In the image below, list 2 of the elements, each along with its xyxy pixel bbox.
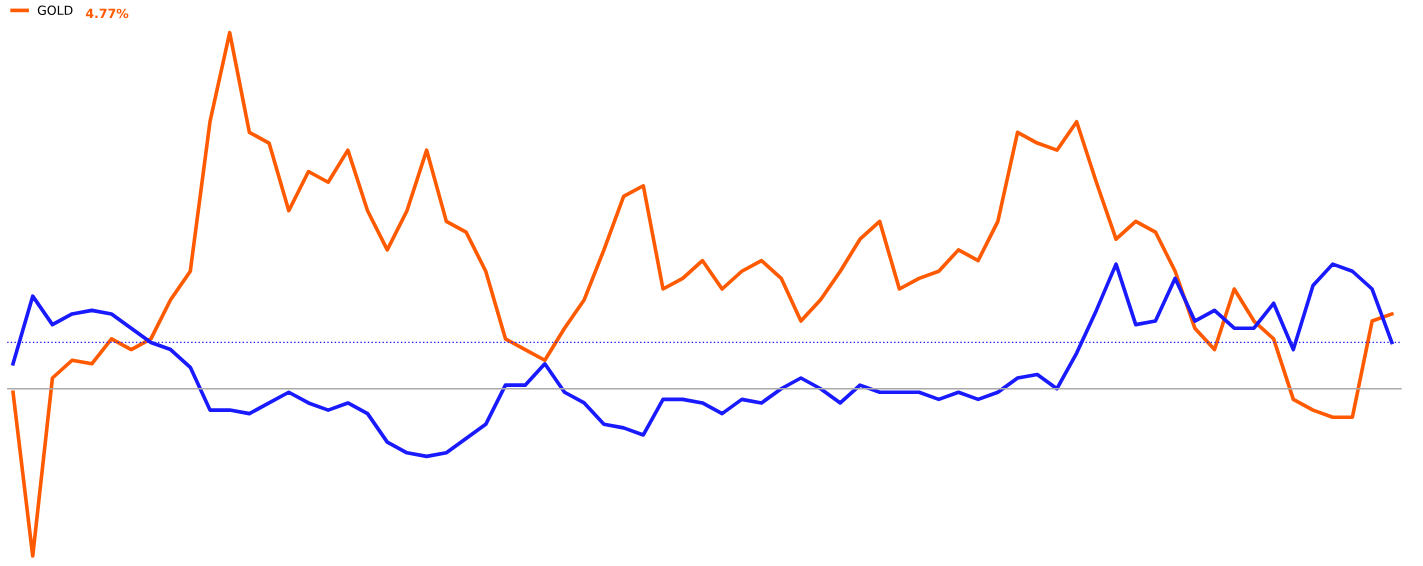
legend-label: GOLD bbox=[37, 5, 73, 15]
text: 4.77% bbox=[85, 8, 129, 19]
